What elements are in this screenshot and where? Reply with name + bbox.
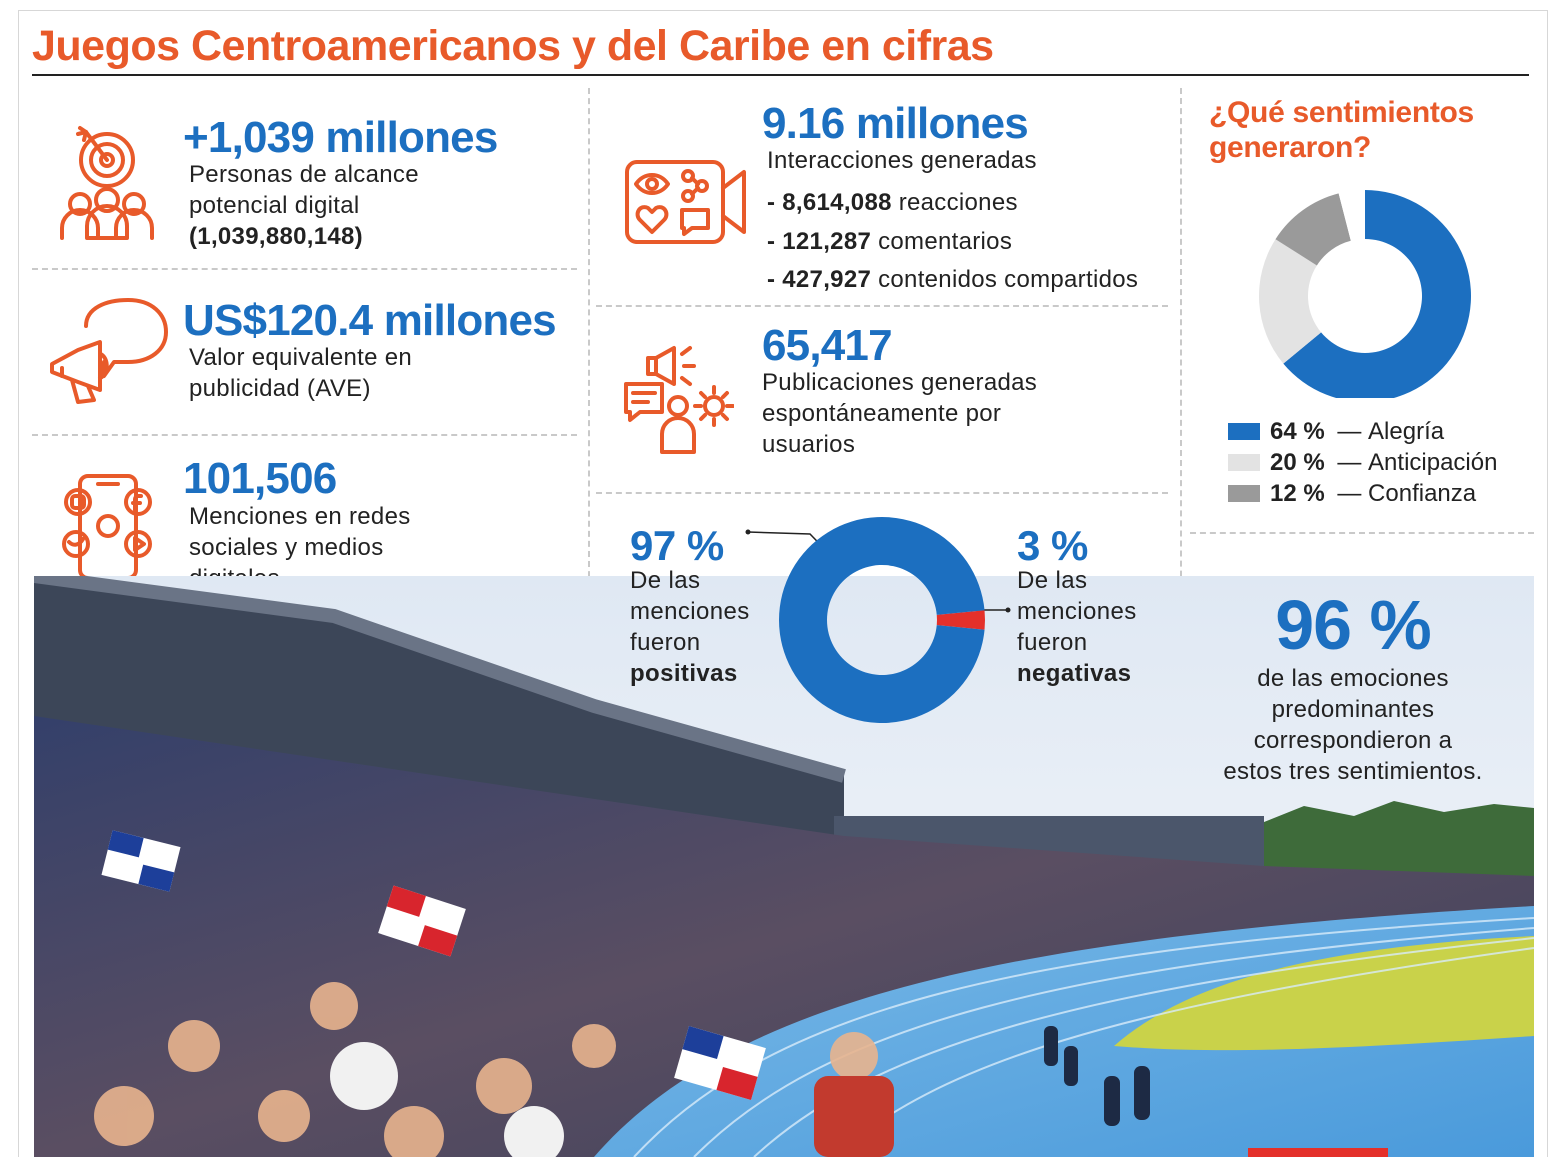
negative-emphasis: negativas	[1017, 660, 1132, 687]
positive-pct: 97 %	[630, 522, 724, 569]
interactions-description: Interacciones generadas - 8,614,088 reac…	[767, 145, 1138, 300]
user-content-icon	[622, 340, 734, 454]
negative-leader-dot	[1005, 607, 1011, 613]
negative-emph-wrap: negativas	[1017, 658, 1137, 689]
reach-description: Personas de alcance potencial digital (1…	[189, 159, 419, 252]
ave-line-1: Valor equivalente en	[189, 344, 413, 371]
interactions-item-text: contenidos compartidos	[871, 266, 1139, 293]
donut-slice-resto	[1338, 190, 1365, 241]
donut-slice-negativas	[936, 610, 985, 630]
donut-slice-confianza	[1275, 193, 1351, 266]
summary-line-2: predominantes	[1271, 696, 1435, 723]
legend-sep: —	[1330, 479, 1369, 507]
interactions-item: - 427,927 contenidos compartidos	[767, 261, 1138, 300]
interactions-item-text: comentarios	[871, 227, 1013, 255]
donut-slice-anticipacion	[1259, 239, 1322, 364]
legend-label: Alegría	[1368, 417, 1445, 445]
publications-description: Publicaciones generadas espontáneamente …	[762, 367, 1037, 460]
brand-corner-mark	[1248, 1148, 1388, 1157]
summary-line-4: estos tres sentimientos.	[1223, 758, 1483, 785]
row-divider-reach	[32, 268, 577, 270]
legend-swatch	[1228, 423, 1260, 440]
infographic-frame	[18, 10, 1548, 1157]
publications-value: 65,417	[762, 321, 893, 370]
row-divider-interactions	[596, 305, 1168, 307]
negative-description: De las menciones fueron negativas	[1017, 565, 1137, 689]
legend-item-confianza: 12 % — Confianza	[1228, 478, 1497, 509]
emotions-donut	[1259, 190, 1471, 398]
reach-line-2: potencial digital	[189, 192, 360, 219]
positive-emphasis: positivas	[630, 660, 738, 687]
mentions-line-2: sociales y medios	[189, 534, 384, 561]
ave-line-2: publicidad (AVE)	[189, 375, 371, 402]
legend-pct: 64 %	[1270, 417, 1325, 445]
sentiment-split-donut	[745, 517, 1011, 723]
positive-line-2: menciones	[630, 598, 750, 625]
megaphone-speech-icon	[48, 296, 170, 408]
positive-line-1: De las	[630, 567, 701, 594]
interactions-label: Interacciones generadas	[767, 147, 1037, 174]
positive-leader-dot	[745, 529, 751, 535]
emotions-summary-description: de las emociones predominantes correspon…	[1182, 663, 1524, 787]
reach-line-1: Personas de alcance	[189, 161, 419, 188]
donut-slice-alegria	[1283, 190, 1471, 398]
ave-description: Valor equivalente en publicidad (AVE)	[189, 342, 412, 404]
interactions-item-number: 121,287	[782, 227, 872, 255]
donut-slice-positivas	[779, 517, 985, 723]
mentions-line-1: Menciones en redes	[189, 503, 411, 530]
interactions-item: - 8,614,088 reacciones	[767, 184, 1138, 223]
positive-line-3: fueron	[630, 629, 701, 656]
negative-line-1: De las	[1017, 567, 1088, 594]
interactions-item-number: 8,614,088	[782, 189, 892, 216]
publications-line-3: usuarios	[762, 431, 856, 458]
emotions-summary-value: 96 %	[1275, 586, 1432, 664]
target-audience-icon	[56, 124, 158, 242]
reach-value: +1,039 millones	[183, 113, 498, 162]
legend-pct: 20 %	[1270, 448, 1325, 476]
publications-line-2: espontáneamente por	[762, 400, 1002, 427]
legend-swatch	[1228, 454, 1260, 471]
interactions-item-dash: -	[767, 189, 783, 216]
legend-item-alegria: 64 % — Alegría	[1228, 416, 1497, 447]
legend-item-anticipacion: 20 % — Anticipación	[1228, 447, 1497, 478]
legend-swatch	[1228, 485, 1260, 502]
interactions-item-dash: -	[767, 266, 783, 293]
emotions-legend: 64 % — Alegría 20 % — Anticipación 12 % …	[1228, 416, 1497, 509]
reach-line-3-wrap: (1,039,880,148)	[189, 221, 419, 252]
title-rule	[32, 74, 1529, 76]
column-divider-right	[1180, 88, 1182, 818]
negative-line-2: menciones	[1017, 598, 1137, 625]
stadium-crowd-photo	[34, 576, 1534, 1157]
interactions-item: - 121,287 comentarios	[767, 223, 1138, 262]
legend-sep: —	[1330, 448, 1369, 476]
video-interactions-icon	[624, 158, 748, 246]
interactions-item-text: reacciones	[891, 189, 1018, 216]
negative-pct: 3 %	[1017, 522, 1088, 569]
interactions-item-dash: -	[767, 227, 783, 255]
publications-line-1: Publicaciones generadas	[762, 369, 1038, 396]
row-divider-emotions	[1190, 532, 1534, 534]
legend-sep: —	[1330, 417, 1369, 445]
mentions-value: 101,506	[183, 454, 337, 503]
emotions-question-line-1: ¿Qué sentimientos	[1209, 96, 1474, 129]
row-divider-publications	[596, 492, 1168, 494]
interactions-value: 9.16 millones	[762, 99, 1029, 148]
emotions-question: ¿Qué sentimientos generaron?	[1209, 95, 1474, 165]
interactions-item-number: 427,927	[782, 266, 872, 293]
ave-value: US$120.4 millones	[183, 296, 557, 345]
page-title: Juegos Centroamericanos y del Caribe en …	[32, 22, 994, 70]
row-divider-ave	[32, 434, 577, 436]
social-phone-icon	[58, 472, 158, 582]
column-divider-left	[588, 88, 590, 718]
summary-line-1: de las emociones	[1257, 665, 1449, 692]
negative-line-3: fueron	[1017, 629, 1088, 656]
positive-emph-wrap: positivas	[630, 658, 750, 689]
summary-line-3: correspondieron a	[1253, 727, 1453, 754]
legend-label: Anticipación	[1368, 448, 1498, 476]
reach-exact-count: (1,039,880,148)	[189, 223, 363, 250]
positive-description: De las menciones fueron positivas	[630, 565, 750, 689]
emotions-question-line-2: generaron?	[1209, 131, 1372, 164]
legend-label: Confianza	[1368, 479, 1477, 507]
legend-pct: 12 %	[1270, 479, 1325, 507]
